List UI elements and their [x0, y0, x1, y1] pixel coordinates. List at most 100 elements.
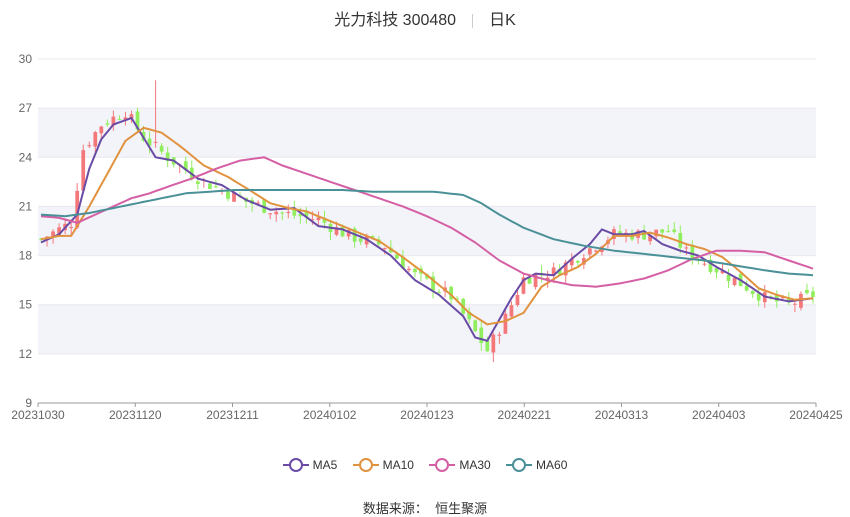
candle-body [232, 192, 236, 202]
candle-body [431, 276, 435, 291]
candle-body [364, 236, 369, 245]
legend-item-ma30[interactable]: MA30 [429, 458, 491, 472]
legend-label-ma5: MA5 [312, 458, 338, 472]
candle-body [57, 227, 61, 235]
candle-body [340, 227, 345, 237]
candle-body [274, 211, 279, 215]
candle-body [401, 256, 405, 269]
candle-body [690, 245, 695, 260]
candle-body [521, 277, 526, 294]
legend-marker-ma30 [429, 458, 456, 472]
candle-body [684, 247, 689, 249]
y-tick-label: 12 [19, 347, 33, 361]
candle-body [473, 320, 478, 332]
candle-body [587, 248, 592, 255]
candle-body [147, 138, 152, 146]
legend-label-ma30: MA30 [459, 458, 491, 472]
legend-item-ma10[interactable]: MA10 [352, 458, 414, 472]
candle-body [515, 294, 520, 306]
candle-body [805, 289, 809, 294]
candle-body [575, 260, 580, 263]
legend-dot-ma10 [358, 458, 373, 472]
candle-body [593, 250, 598, 252]
candle-body [262, 199, 267, 213]
legend-marker-ma10 [352, 458, 379, 472]
x-tick-label: 20240313 [595, 408, 649, 422]
candle-body [153, 141, 158, 143]
candle-body [648, 234, 653, 242]
source-value: 恒生聚源 [435, 501, 488, 516]
y-tick-label: 21 [19, 199, 33, 213]
candle-body [756, 293, 761, 301]
candle-body [111, 116, 116, 126]
candle-body [298, 214, 303, 217]
candle-body [768, 296, 773, 298]
grid-band [38, 304, 816, 354]
candle-body [310, 219, 315, 221]
candle-body [69, 227, 74, 229]
candle-body [714, 268, 719, 273]
candle-body [569, 258, 574, 266]
y-tick-label: 27 [19, 101, 33, 115]
candle-body [87, 145, 92, 147]
candle-body [183, 161, 188, 171]
candle-body [256, 202, 261, 204]
candle-body [793, 303, 797, 305]
candle-body [811, 291, 815, 297]
legend-item-ma5[interactable]: MA5 [282, 458, 338, 472]
chart-title: 光力科技 300480 日K [0, 6, 850, 30]
legend-marker-ma60 [506, 458, 533, 472]
candle-body [159, 145, 164, 152]
y-tick-label: 18 [19, 249, 33, 263]
stock-name: 光力科技 300480 [334, 12, 457, 29]
candle-body [316, 217, 321, 221]
candle-body [744, 285, 749, 291]
candle-body [479, 327, 484, 344]
x-tick-label: 20240102 [303, 408, 357, 422]
candle-body [195, 181, 200, 184]
candle-body [280, 212, 285, 214]
candle-body [581, 258, 586, 265]
candle-body [642, 230, 646, 240]
candle-body [618, 231, 622, 235]
candle-body [226, 191, 230, 199]
candle-body [135, 111, 140, 130]
candle-body [666, 230, 671, 232]
candle-body [413, 268, 417, 273]
candle-body [286, 211, 291, 213]
legend-label-ma60: MA60 [536, 458, 568, 472]
candle-body [533, 274, 538, 288]
ma-line-ma60 [40, 189, 814, 277]
candle-body [654, 229, 659, 237]
period-label: 日K [489, 12, 516, 29]
legend-dot-ma5 [288, 458, 303, 472]
candle-body [497, 334, 502, 336]
source-label: 数据来源： [362, 501, 428, 516]
candle-body [750, 290, 755, 295]
candle-body [708, 259, 713, 272]
y-tick-label: 15 [19, 298, 33, 312]
candle-body [672, 229, 677, 232]
candle-body [394, 254, 399, 259]
candle-body [370, 235, 375, 238]
legend: MA5 MA10 MA30 MA60 [0, 458, 850, 475]
data-source: 数据来源： 恒生聚源 [0, 498, 850, 517]
candle-body [208, 183, 212, 190]
candle-body [467, 311, 472, 320]
x-tick-label: 20231211 [206, 408, 259, 422]
ma-line-ma30 [40, 156, 814, 288]
candle-body [557, 268, 562, 275]
candle-body [117, 118, 122, 120]
candle-body [437, 291, 441, 293]
legend-dot-ma60 [512, 458, 527, 472]
x-tick-label: 20231120 [109, 408, 162, 422]
y-tick-label: 24 [19, 150, 33, 164]
legend-item-ma60[interactable]: MA60 [506, 458, 567, 472]
candle-body [660, 229, 665, 233]
candle-body [527, 277, 532, 284]
title-separator [472, 13, 474, 28]
candle-body [720, 270, 725, 274]
candle-body [105, 123, 110, 125]
candle-body [99, 126, 104, 134]
candle-body [123, 117, 128, 121]
